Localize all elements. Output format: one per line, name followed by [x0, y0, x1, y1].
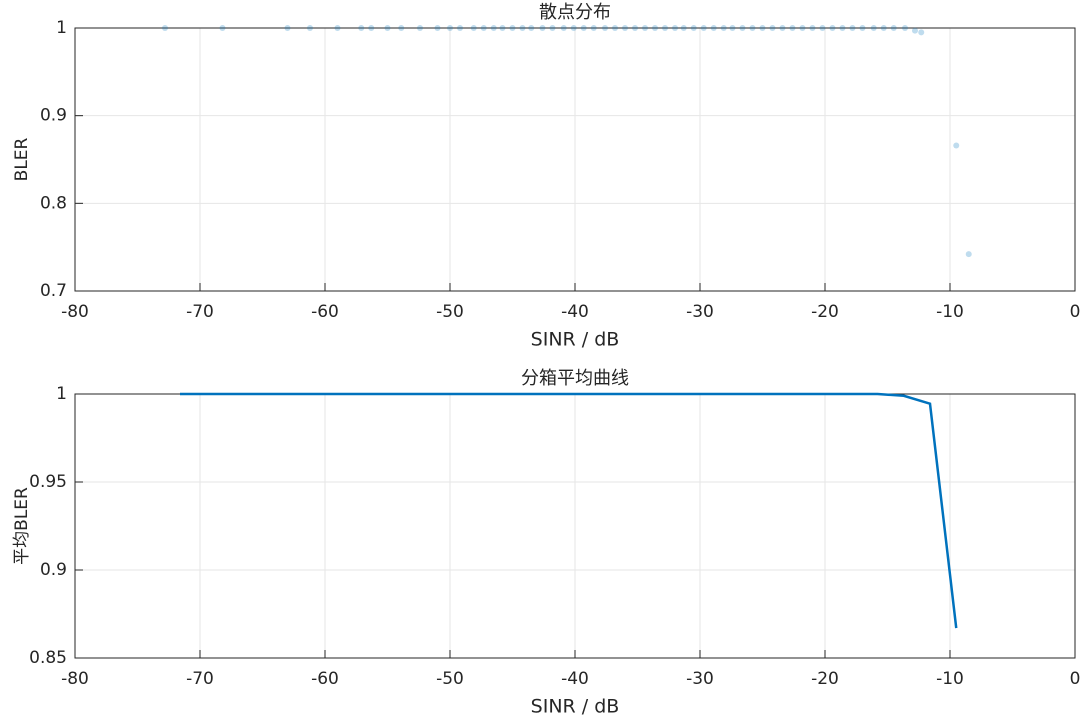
chart-title: 散点分布: [539, 2, 611, 23]
scatter-point: [729, 25, 736, 31]
y-tick-label: 0.7: [40, 281, 67, 301]
scatter-point: [509, 25, 516, 31]
scatter-point: [358, 25, 365, 31]
y-tick-label: 0.95: [29, 472, 67, 492]
x-axis-label: SINR / dB: [531, 696, 620, 718]
scatter-point: [307, 25, 313, 31]
scatter-point: [902, 25, 908, 31]
scatter-point: [720, 25, 727, 31]
scatter-point: [549, 25, 556, 31]
x-tick-label: -20: [811, 669, 839, 689]
x-tick-label: 0: [1070, 669, 1080, 689]
scatter-point: [859, 25, 866, 31]
scatter-point: [632, 25, 638, 31]
scatter-point: [890, 25, 897, 31]
x-tick-label: -80: [61, 302, 89, 322]
scatter-point: [384, 25, 391, 31]
scatter-point: [219, 25, 226, 31]
scatter-point: [539, 25, 546, 31]
scatter-point: [809, 25, 816, 31]
x-tick-label: -60: [311, 669, 339, 689]
scatter-point: [662, 25, 668, 31]
scatter-point: [642, 25, 648, 31]
scatter-point: [918, 29, 925, 36]
x-tick-label: -50: [436, 302, 464, 322]
scatter-point: [749, 25, 756, 31]
y-tick-label: 0.9: [40, 106, 67, 126]
x-tick-label: -40: [561, 669, 589, 689]
scatter-point: [480, 25, 487, 31]
scatter-point: [519, 25, 526, 31]
scatter-point: [739, 25, 746, 31]
scatter-point: [560, 25, 567, 31]
x-axis-label: SINR / dB: [531, 329, 620, 351]
scatter-point: [680, 25, 687, 31]
scatter-point: [447, 25, 453, 31]
x-tick-label: -30: [686, 302, 714, 322]
x-tick-label: -10: [936, 669, 964, 689]
x-tick-label: -20: [811, 302, 839, 322]
scatter-point: [880, 25, 887, 31]
scatter-point: [284, 25, 291, 31]
scatter-point: [965, 251, 972, 258]
y-tick-label: 0.8: [40, 193, 67, 213]
x-tick-label: -40: [561, 302, 589, 322]
scatter-point: [799, 25, 806, 31]
scatter-point: [779, 25, 786, 31]
scatter-point: [710, 25, 717, 31]
x-tick-label: -60: [311, 302, 339, 322]
scatter-point: [870, 25, 877, 31]
y-tick-label: 0.85: [29, 648, 67, 668]
scatter-point: [912, 27, 918, 34]
scatter-point: [819, 25, 826, 31]
scatter-point: [434, 25, 441, 31]
scatter-point: [953, 142, 960, 149]
scatter-point: [849, 25, 856, 31]
x-tick-label: -50: [436, 669, 464, 689]
scatter-point: [580, 25, 587, 31]
scatter-point: [829, 25, 836, 31]
scatter-point: [499, 25, 506, 31]
chart-title: 分箱平均曲线: [521, 368, 629, 389]
x-tick-label: -70: [186, 669, 214, 689]
scatter-point: [398, 25, 405, 31]
scatter-point: [334, 25, 341, 31]
scatter-point: [612, 25, 618, 31]
scatter-point: [839, 25, 846, 31]
scatter-point: [759, 25, 766, 31]
scatter-point: [470, 25, 477, 31]
x-tick-label: -30: [686, 669, 714, 689]
x-tick-label: 0: [1070, 302, 1080, 322]
scatter-point: [590, 25, 597, 31]
scatter-point: [162, 25, 168, 31]
y-tick-label: 0.9: [40, 560, 67, 580]
axes-box: [74, 27, 1076, 292]
scatter-point: [789, 25, 796, 31]
scatter-point: [690, 25, 697, 31]
scatter-point: [570, 25, 577, 31]
scatter-point: [672, 25, 678, 31]
scatter-point: [457, 25, 463, 31]
line-series: [180, 392, 958, 629]
scatter-point: [769, 25, 776, 31]
y-tick-label: 1: [56, 384, 67, 404]
scatter-point: [490, 25, 497, 31]
x-tick-label: -70: [186, 302, 214, 322]
y-axis-label: BLER: [12, 137, 32, 181]
y-tick-label: 1: [56, 18, 67, 38]
x-tick-label: -80: [61, 669, 89, 689]
scatter-point: [700, 25, 707, 31]
scatter-point: [368, 25, 375, 31]
scatter-point: [528, 25, 535, 31]
scatter-point: [417, 25, 423, 31]
y-axis-label: 平均BLER: [12, 487, 32, 565]
scatter-point: [622, 25, 628, 31]
x-tick-label: -10: [936, 302, 964, 322]
scatter-point: [602, 25, 608, 31]
scatter-point: [652, 25, 658, 31]
